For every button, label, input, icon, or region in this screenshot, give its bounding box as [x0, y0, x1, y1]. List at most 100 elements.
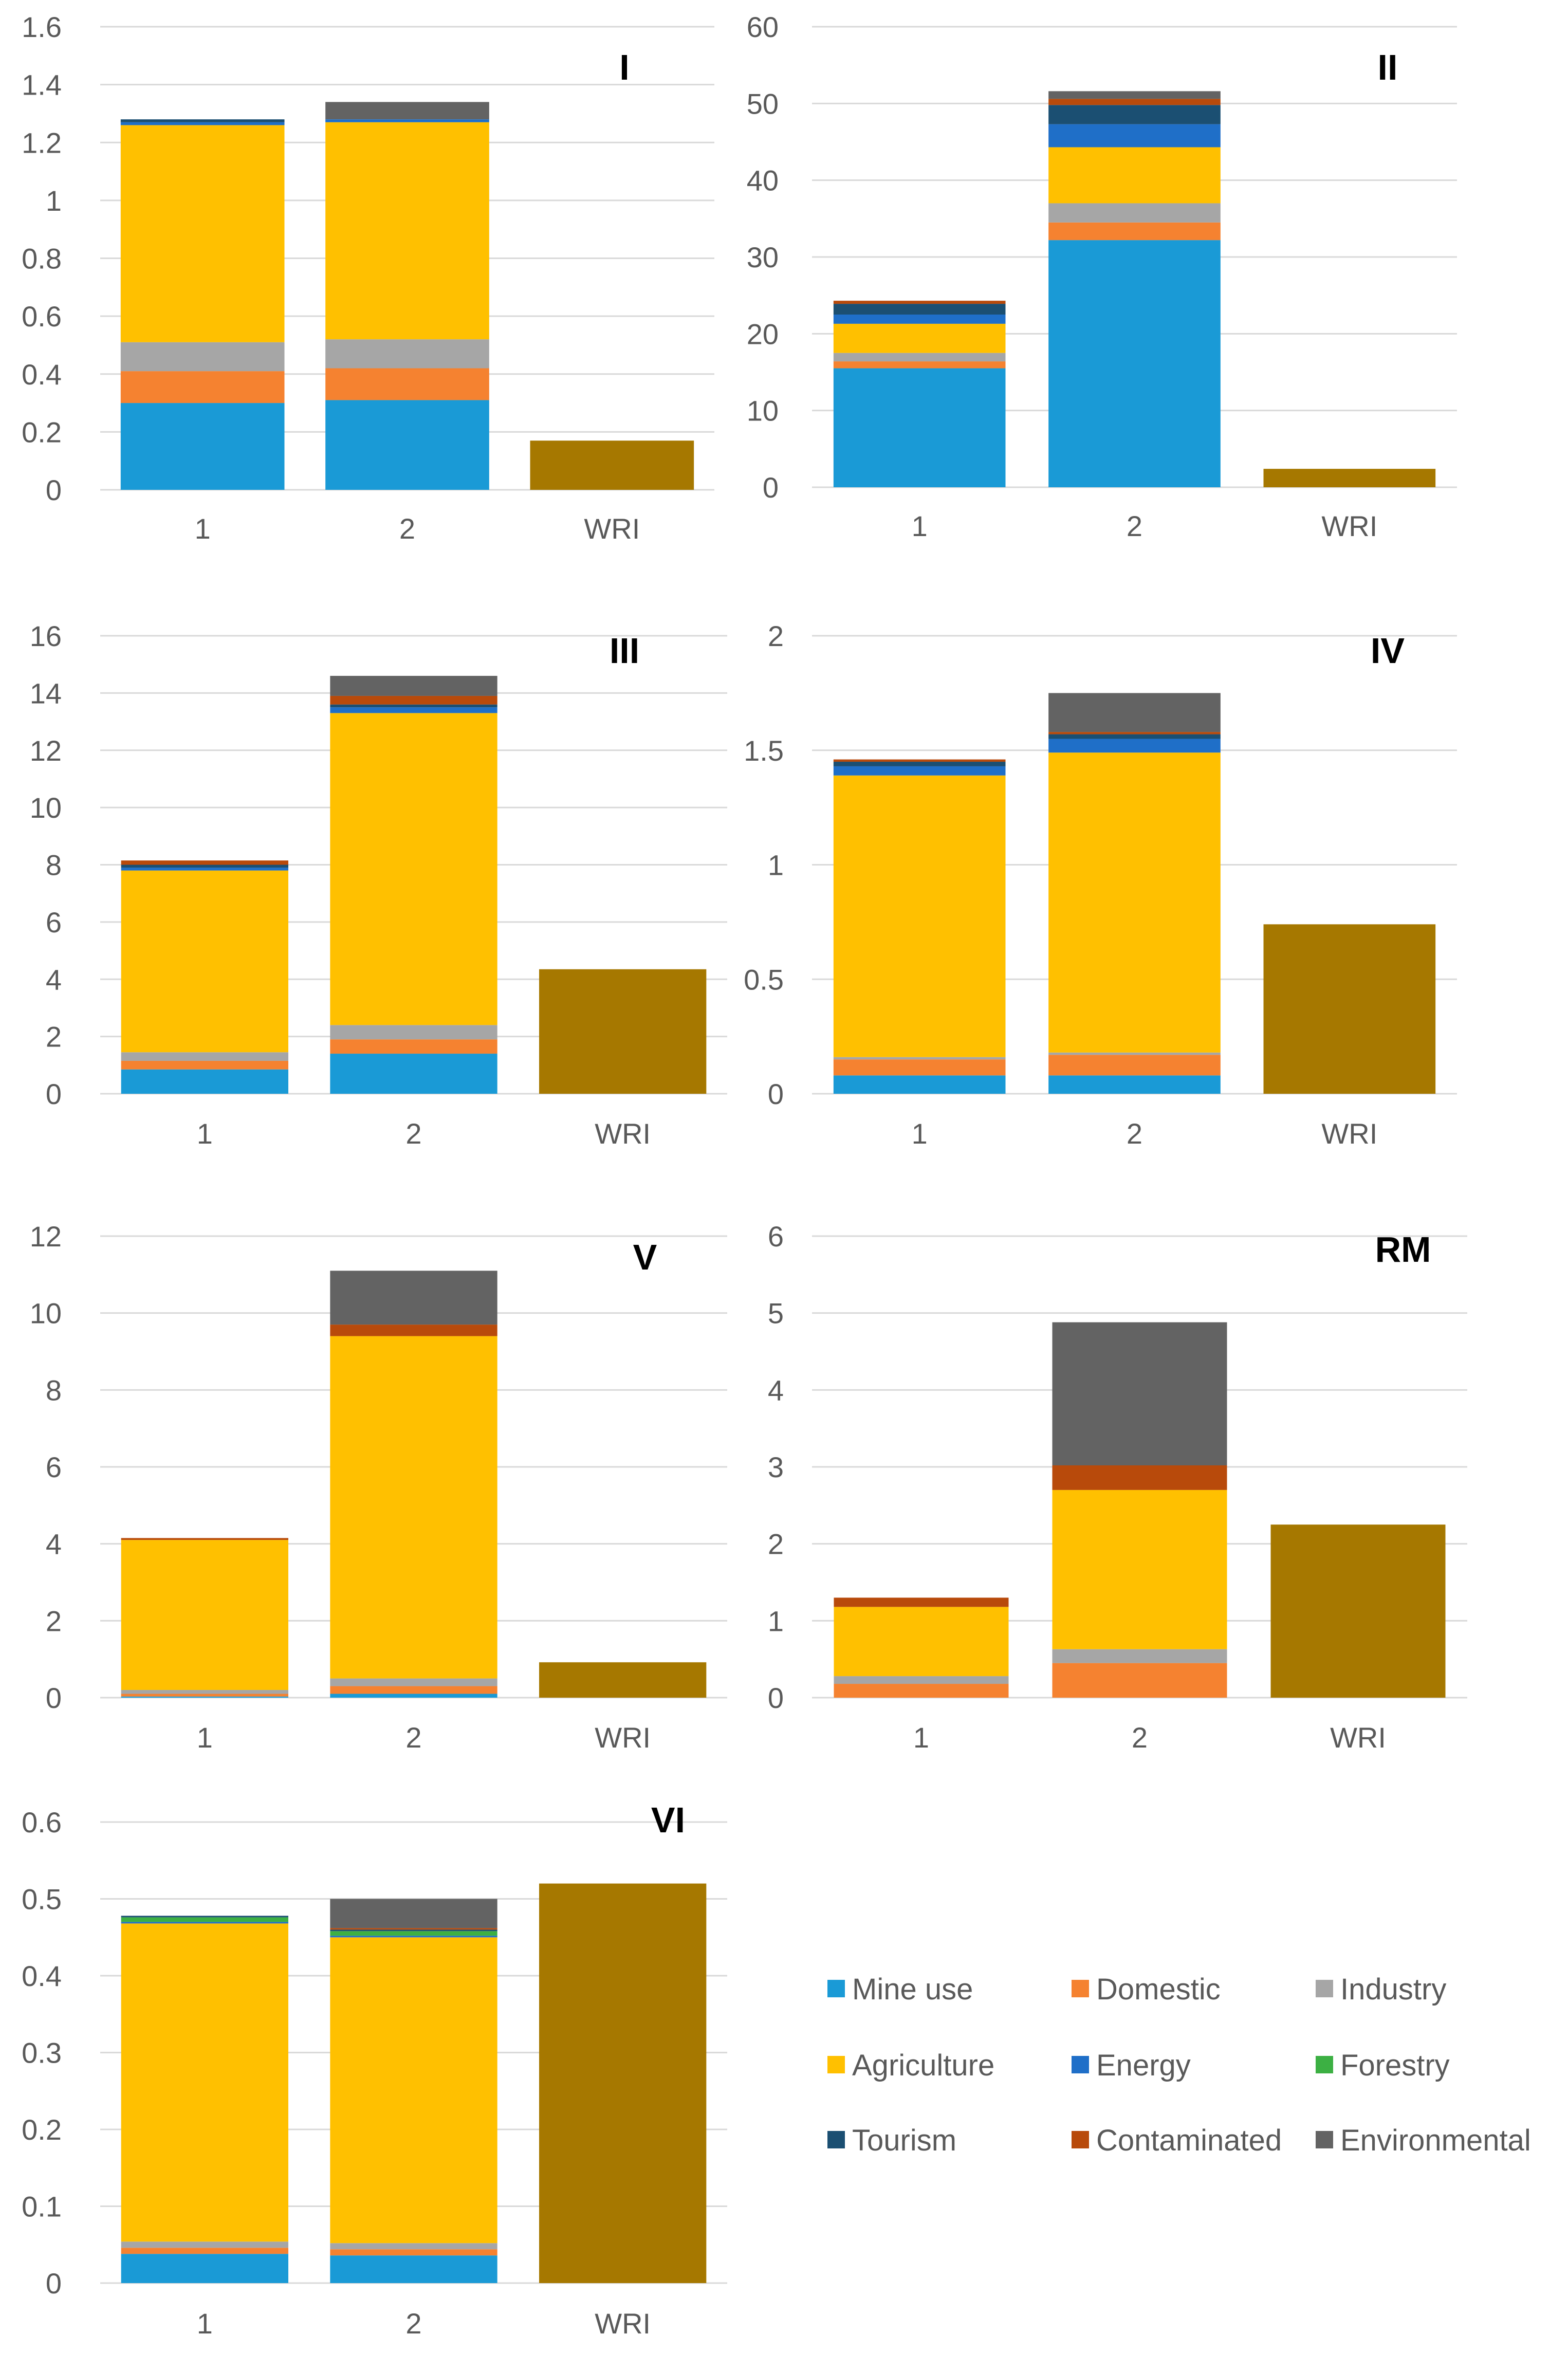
- x-tick-label: 2: [1127, 1117, 1142, 1150]
- bar-segment-tourism: [1048, 734, 1221, 739]
- bar-segment-energy: [1048, 124, 1221, 148]
- bar-segment-wri: [1270, 1524, 1446, 1698]
- y-tick-label: 14: [30, 677, 62, 709]
- y-tick-label: 30: [747, 241, 779, 273]
- bar-segment-energy: [121, 868, 288, 871]
- y-tick-label: 0.8: [22, 243, 62, 275]
- legend-swatch: [1316, 2056, 1333, 2073]
- bar-segment-contaminated: [833, 759, 1006, 762]
- legend: Mine use Domestic Industry Agriculture Energ…: [827, 1973, 1531, 2157]
- bar-segment-mine-use: [330, 1694, 497, 1698]
- bar-segment-tourism: [330, 704, 497, 708]
- bar-segment-contaminated: [121, 860, 288, 865]
- bar-segment-domestic: [330, 1686, 497, 1694]
- bar-segment-environmental: [1048, 91, 1221, 99]
- legend-swatch: [827, 2056, 845, 2073]
- x-tick-label: WRI: [584, 512, 640, 545]
- legend-swatch: [827, 2131, 845, 2148]
- x-tick-label: WRI: [595, 2307, 651, 2340]
- y-tick-label: 0.2: [22, 2113, 62, 2146]
- legend-swatch: [1072, 2056, 1089, 2073]
- y-tick-label: 0.6: [22, 300, 62, 333]
- bar-segment-mine-use: [121, 2254, 288, 2283]
- bar-segment-agriculture: [1048, 752, 1221, 1053]
- legend-item: Energy: [1072, 2049, 1191, 2082]
- y-tick-label: 1.5: [744, 734, 784, 767]
- legend-item: Tourism: [827, 2124, 956, 2157]
- legend-item: Environmental: [1316, 2124, 1531, 2157]
- bar-segment-environmental: [330, 675, 497, 696]
- y-tick-label: 60: [747, 11, 779, 43]
- bar-segment-domestic: [330, 1039, 497, 1054]
- legend-swatch: [827, 1980, 845, 1997]
- y-tick-label: 0: [46, 1682, 62, 1714]
- x-tick-label: 1: [913, 1721, 929, 1754]
- y-tick-label: 0.4: [22, 1960, 62, 1992]
- bar-segment-domestic: [1048, 1055, 1221, 1076]
- legend-item: Industry: [1316, 1973, 1446, 2006]
- legend-label: Domestic: [1096, 1973, 1221, 2006]
- bar-segment-domestic: [833, 1059, 1006, 1076]
- legend-item: Domestic: [1072, 1973, 1221, 2006]
- y-tick-label: 1: [46, 185, 62, 217]
- y-tick-label: 0.6: [22, 1806, 62, 1838]
- bar-segment-domestic: [120, 371, 285, 403]
- bar-segment-industry: [121, 1690, 288, 1694]
- bar-segment-energy: [330, 707, 497, 713]
- y-tick-label: 6: [46, 906, 62, 939]
- bar-segment-mine-use: [1048, 240, 1221, 487]
- bar-segment-industry: [325, 339, 489, 369]
- bar-segment-energy: [833, 766, 1006, 776]
- bar-segment-domestic: [833, 361, 1006, 369]
- legend-swatch: [1072, 1980, 1089, 1997]
- y-tick-label: 10: [30, 1297, 62, 1330]
- bar-segment-environmental: [330, 1271, 497, 1325]
- legend-label: Energy: [1096, 2049, 1191, 2082]
- bar-segment-wri: [1263, 469, 1436, 487]
- bar-segment-tourism: [1048, 105, 1221, 124]
- x-tick-label: 1: [912, 1117, 928, 1150]
- bar-segment-energy: [325, 119, 489, 122]
- legend-item: Agriculture: [827, 2049, 994, 2082]
- y-tick-label: 0: [768, 1078, 784, 1110]
- x-tick-label: 2: [1132, 1721, 1148, 1754]
- x-tick-label: 2: [405, 1721, 421, 1754]
- chart-title: III: [610, 631, 639, 671]
- y-tick-label: 2: [46, 1605, 62, 1637]
- x-tick-label: 2: [405, 1117, 421, 1150]
- y-tick-label: 6: [46, 1451, 62, 1483]
- bar-segment-industry: [330, 1678, 497, 1686]
- bar-segment-tourism: [121, 865, 288, 868]
- bar-segment-contaminated: [1052, 1465, 1227, 1490]
- bar-segment-agriculture: [121, 1540, 288, 1690]
- x-tick-label: WRI: [595, 1721, 651, 1754]
- bar-segment-industry: [833, 1057, 1006, 1060]
- bar-segment-agriculture: [121, 1923, 288, 2242]
- legend-swatch: [1316, 1980, 1333, 1997]
- bar-segment-industry: [121, 1052, 288, 1061]
- bar-segment-contaminated: [330, 695, 497, 705]
- bar-segment-contaminated: [1048, 99, 1221, 105]
- chart-title: IV: [1371, 631, 1405, 671]
- bar-segment-domestic: [330, 2249, 497, 2256]
- bar-segment-contaminated: [833, 301, 1006, 304]
- bar-segment-industry: [120, 342, 285, 372]
- chart-RM: 0 1 2 3 4 5 6 1 2 WRI RM: [768, 1220, 1467, 1754]
- x-tick-label: WRI: [595, 1117, 651, 1150]
- y-tick-label: 6: [768, 1220, 784, 1253]
- bar-segment-domestic: [1052, 1663, 1227, 1698]
- y-tick-label: 10: [30, 792, 62, 824]
- chart-I: 0 0.2 0.4 0.6 0.8 1 1.2 1.4 1.6 1 2 WRI I: [22, 11, 714, 545]
- x-tick-label: 2: [1127, 510, 1142, 542]
- bar-segment-agriculture: [1052, 1490, 1227, 1649]
- y-tick-label: 1: [768, 1605, 784, 1637]
- chart-title: VI: [651, 1800, 685, 1840]
- bar-segment-wri: [539, 969, 707, 1094]
- bar-segment-contaminated: [1048, 732, 1221, 734]
- bar-segment-agriculture: [1048, 147, 1221, 204]
- y-tick-label: 16: [30, 620, 62, 652]
- bar-segment-industry: [330, 1025, 497, 1040]
- y-tick-label: 0.5: [22, 1883, 62, 1916]
- bar-segment-tourism: [330, 1929, 497, 1932]
- legend-label: Contaminated: [1096, 2124, 1282, 2157]
